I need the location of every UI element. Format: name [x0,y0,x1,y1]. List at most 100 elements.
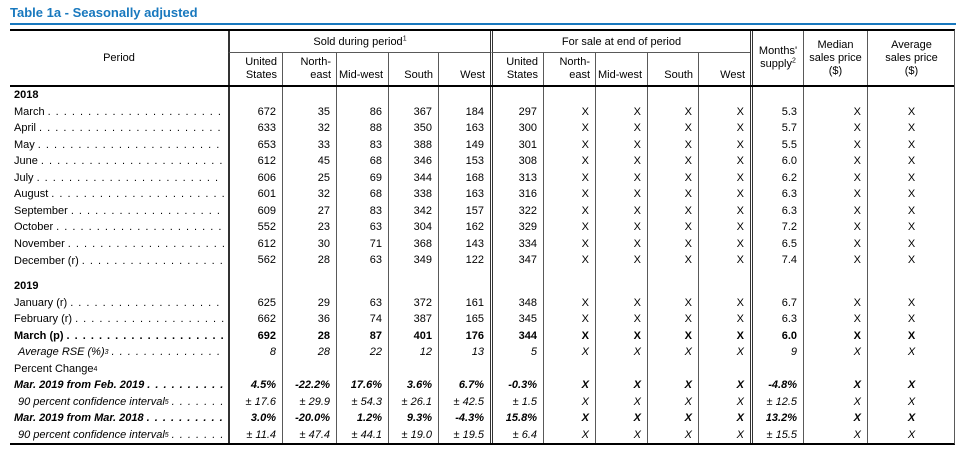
cell: X [698,235,750,253]
cell: X [698,186,750,203]
cell: ± 12.5 [750,393,803,411]
cell [282,360,336,378]
cell [867,87,955,104]
cell: X [867,136,955,154]
cell: 348 [490,294,543,312]
cell: X [803,169,867,187]
cell: X [867,410,955,427]
cell: X [543,410,595,427]
cell [750,278,803,295]
cell: X [647,186,698,203]
row-label: Average RSE (%) 3 [10,344,228,361]
cell: 25 [282,169,336,187]
cell: 316 [490,186,543,203]
cell: -0.3% [490,377,543,394]
cell: ± 19.5 [438,426,490,444]
cell: X [595,252,647,270]
cell: X [867,327,955,345]
row-label: 90 percent confidence interval 5 [10,427,228,444]
cell: X [543,153,595,170]
cell: X [647,252,698,270]
dot-leader [38,137,224,153]
cell: X [595,294,647,312]
cell: X [698,120,750,137]
cell: X [647,393,698,411]
cell [543,87,595,104]
cell: X [867,186,955,203]
cell: X [595,219,647,236]
cell [388,87,438,104]
cell [438,360,490,378]
cell: 36 [282,311,336,328]
cell: 122 [438,252,490,270]
cell [867,360,955,378]
cell: 12 [388,344,438,361]
cell: ± 1.5 [490,393,543,411]
cell: X [595,344,647,361]
dot-leader [68,236,224,252]
cell: X [647,235,698,253]
cell: X [867,202,955,220]
table-row: March6723586367184297XXXX5.3XX [10,103,955,121]
cell: 8 [228,344,282,361]
row-label: Percent Change 4 [10,361,228,378]
cell: X [647,294,698,312]
cell: 401 [388,327,438,345]
cell [543,360,595,378]
cell: X [698,393,750,411]
cell [803,269,867,279]
cell: 28 [282,327,336,345]
cell: 45 [282,153,336,170]
title-rule [10,23,956,25]
cell: 345 [490,311,543,328]
header-period: Period [10,31,228,85]
cell: X [698,169,750,187]
cell: X [803,202,867,220]
dot-leader [112,344,224,360]
cell [543,278,595,295]
cell: X [698,202,750,220]
cell: 162 [438,219,490,236]
cell: -4.3% [438,410,490,427]
cell: X [867,393,955,411]
cell: X [543,294,595,312]
cell: X [867,103,955,121]
cell: 68 [336,153,388,170]
cell [698,269,750,279]
cell: X [647,327,698,345]
cell: X [803,120,867,137]
table-row: Average RSE (%)38282212135XXXX9XX [10,344,954,361]
cell: X [803,136,867,154]
cell: X [867,377,955,394]
cell: X [803,294,867,312]
cell: -4.8% [750,377,803,394]
cell: X [595,120,647,137]
dot-leader [82,253,224,269]
cell: X [647,410,698,427]
table-row: November6123071368143334XXXX6.5XX [10,235,954,253]
cell [647,87,698,104]
cell: X [543,103,595,121]
cell: 29 [282,294,336,312]
header-group-sold: Sold during period1 [228,31,490,53]
cell: X [647,377,698,394]
cell: 6.7% [438,377,490,394]
cell: 157 [438,202,490,220]
cell: X [543,393,595,411]
cell: X [543,327,595,345]
row-label: Mar. 2019 from Feb. 2019 [10,377,228,394]
cell: 344 [388,169,438,187]
cell: X [595,169,647,187]
cell: ± 19.0 [388,426,438,444]
cell: 5.7 [750,120,803,137]
cell: 161 [438,294,490,312]
cell: X [698,426,750,444]
cell: 297 [490,103,543,121]
table-row: July6062569344168313XXXX6.2XX [10,169,954,187]
cell: ± 6.4 [490,426,543,444]
cell [438,278,490,295]
cell [490,269,543,279]
dot-leader [39,120,224,136]
dot-leader [172,394,224,410]
